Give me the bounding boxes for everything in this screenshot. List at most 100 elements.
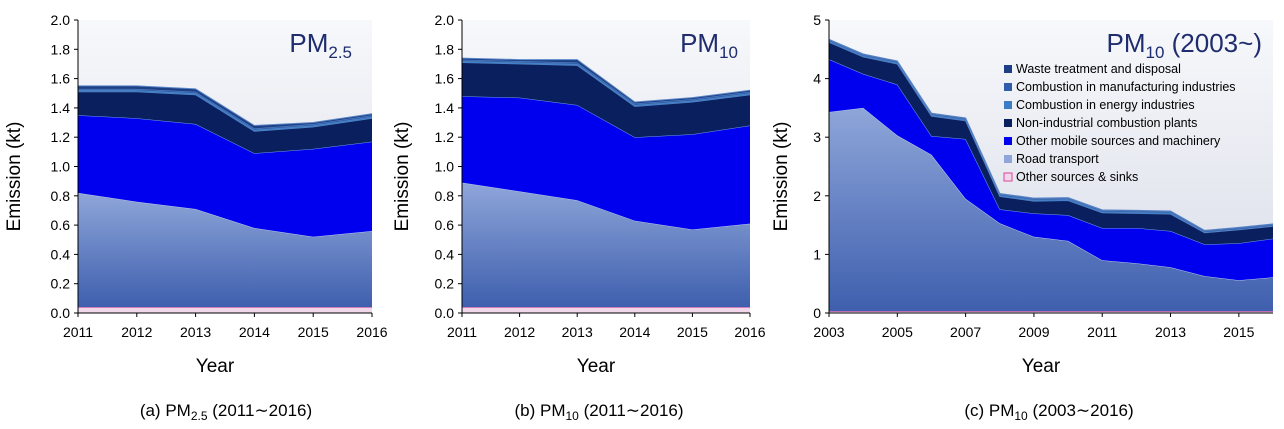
inset-title-main: PM bbox=[680, 28, 719, 58]
y-tick-label: 1.6 bbox=[435, 71, 455, 87]
x-tick-label: 2015 bbox=[677, 324, 708, 340]
caption-subscript: 10 bbox=[1014, 409, 1028, 423]
x-tick-label: 2014 bbox=[239, 324, 270, 340]
y-tick-label: 0.0 bbox=[435, 305, 455, 321]
y-tick-label: 1.6 bbox=[51, 71, 71, 87]
y-axis-title: Emission (kt) bbox=[771, 122, 792, 232]
legend-label-non-industrial: Non-industrial combustion plants bbox=[1016, 116, 1197, 130]
x-tick-label: 2003 bbox=[813, 324, 844, 340]
caption-suffix: (2011∼2016) bbox=[579, 401, 684, 420]
chart-panel-b: 0.0 0.2 0.4 0.6 0.8 1.0 1.2 1.4 1.6 1.8 2.0 2011 201… bbox=[392, 12, 766, 423]
area-other-sources bbox=[462, 307, 750, 313]
legend: Waste treatment and disposal Combustion i… bbox=[1003, 62, 1236, 184]
x-tick-label: 2016 bbox=[356, 324, 387, 340]
area-non-industrial bbox=[78, 91, 372, 154]
panel-caption: (c) PM10 (2003∼2016) bbox=[964, 401, 1133, 423]
caption-prefix: (a) PM bbox=[140, 401, 191, 420]
inset-title: PM10 (2003~) bbox=[1107, 28, 1263, 62]
legend-swatch-energy-industries bbox=[1004, 101, 1012, 109]
area-edge-waste bbox=[828, 38, 1274, 231]
legend-label-other-mobile: Other mobile sources and machinery bbox=[1016, 134, 1221, 148]
x-tick-label: 2013 bbox=[180, 324, 211, 340]
x-axis-title: Year bbox=[196, 356, 235, 377]
y-tick-label: 0.2 bbox=[51, 276, 71, 292]
x-tick-label: 2012 bbox=[121, 324, 152, 340]
y-tick-label: 1.2 bbox=[51, 129, 71, 145]
y-tick-label: 1.0 bbox=[51, 159, 71, 175]
x-tick-label: 2013 bbox=[562, 324, 593, 340]
area-road-transport bbox=[462, 182, 750, 308]
y-tick-label: 0.6 bbox=[435, 217, 455, 233]
caption-prefix: (c) PM bbox=[964, 401, 1014, 420]
y-axis-title: Emission (kt) bbox=[392, 122, 413, 232]
x-tick-label: 2014 bbox=[619, 324, 650, 340]
chart-panel-c: 0 1 2 3 4 5 2003 2005 2007 2009 2011 2013 2015 Year Em… bbox=[771, 12, 1274, 423]
legend-swatch-non-industrial bbox=[1004, 119, 1012, 127]
inset-title-main: PM bbox=[1107, 28, 1146, 58]
chart-panel-a: 0.0 0.2 0.4 0.6 0.8 1.0 1.2 1.4 1.6 1.8 2.0 2011 201… bbox=[4, 12, 388, 423]
y-tick-label: 0.4 bbox=[51, 246, 71, 262]
area-other-mobile bbox=[462, 96, 750, 230]
y-tick-label: 1 bbox=[813, 246, 821, 262]
inset-title-subscript: 2.5 bbox=[328, 43, 352, 62]
caption-suffix: (2011∼2016) bbox=[208, 401, 313, 420]
legend-swatch-road-transport bbox=[1004, 155, 1012, 163]
y-tick-label: 1.4 bbox=[51, 100, 71, 116]
legend-swatch-other-mobile bbox=[1004, 137, 1012, 145]
x-tick-label: 2005 bbox=[882, 324, 913, 340]
caption-suffix: (2003∼2016) bbox=[1028, 401, 1134, 420]
y-tick-label: 0.2 bbox=[435, 276, 455, 292]
x-tick-label: 2011 bbox=[447, 324, 477, 340]
x-axis-title: Year bbox=[1022, 356, 1061, 377]
y-tick-label: 1.0 bbox=[435, 159, 455, 175]
x-tick-label: 2011 bbox=[63, 324, 93, 340]
y-tick-label: 2 bbox=[813, 188, 821, 204]
x-tick-label: 2007 bbox=[950, 324, 981, 340]
x-tick-label: 2015 bbox=[1223, 324, 1254, 340]
y-tick-label: 1.8 bbox=[51, 41, 71, 57]
y-tick-label: 0.8 bbox=[435, 188, 455, 204]
area-non-industrial bbox=[462, 62, 750, 138]
area-other-sources bbox=[78, 307, 372, 313]
y-tick-label: 0.8 bbox=[51, 188, 71, 204]
y-tick-label: 4 bbox=[813, 71, 821, 87]
y-tick-label: 1.2 bbox=[435, 129, 455, 145]
y-tick-label: 3 bbox=[813, 129, 821, 145]
y-axis-title: Emission (kt) bbox=[4, 122, 25, 232]
legend-label-waste: Waste treatment and disposal bbox=[1016, 62, 1181, 76]
y-tick-label: 0 bbox=[813, 305, 821, 321]
legend-label-energy-industries: Combustion in energy industries bbox=[1016, 98, 1195, 112]
legend-swatch-waste bbox=[1004, 65, 1012, 73]
y-tick-label: 0.6 bbox=[51, 217, 71, 233]
area-edge-waste bbox=[461, 57, 751, 103]
x-tick-label: 2015 bbox=[298, 324, 329, 340]
legend-label-manufacturing: Combustion in manufacturing industries bbox=[1016, 80, 1236, 94]
y-tick-label: 0.4 bbox=[435, 246, 455, 262]
legend-swatch-other-sources bbox=[1003, 172, 1013, 182]
caption-subscript: 10 bbox=[565, 409, 579, 423]
x-tick-label: 2009 bbox=[1018, 324, 1049, 340]
caption-subscript: 2.5 bbox=[191, 409, 208, 423]
panel-caption: (a) PM2.5 (2011∼2016) bbox=[140, 401, 312, 423]
x-tick-label: 2016 bbox=[734, 324, 765, 340]
area-other-mobile bbox=[78, 115, 372, 237]
y-tick-label: 1.4 bbox=[435, 100, 455, 116]
panel-caption: (b) PM10 (2011∼2016) bbox=[514, 401, 683, 423]
area-road-transport bbox=[78, 192, 372, 308]
y-tick-label: 0.0 bbox=[51, 305, 71, 321]
y-tick-label: 2.0 bbox=[435, 12, 455, 28]
legend-label-road-transport: Road transport bbox=[1016, 152, 1099, 166]
area-road-transport bbox=[829, 107, 1273, 312]
inset-title-subscript: 10 bbox=[1146, 43, 1165, 62]
caption-prefix: (b) PM bbox=[514, 401, 565, 420]
legend-label-other-sources: Other sources & sinks bbox=[1016, 170, 1138, 184]
x-tick-label: 2012 bbox=[504, 324, 535, 340]
inset-title: PM2.5 bbox=[289, 28, 352, 62]
x-tick-label: 2011 bbox=[1087, 324, 1117, 340]
inset-title-suffix: (2003~) bbox=[1164, 28, 1262, 58]
inset-title: PM10 bbox=[680, 28, 738, 62]
inset-title-subscript: 10 bbox=[719, 43, 738, 62]
inset-title-main: PM bbox=[289, 28, 328, 58]
y-tick-label: 5 bbox=[813, 12, 821, 28]
